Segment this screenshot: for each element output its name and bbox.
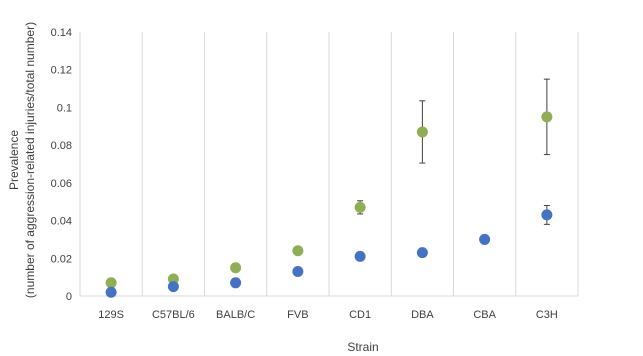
data-point: [167, 281, 179, 293]
x-tick-label: DBA: [411, 309, 434, 321]
x-tick-label: CBA: [473, 309, 496, 321]
x-tick-label: FVB: [287, 309, 308, 321]
y-tick-label: 0: [66, 291, 72, 303]
y-axis-title-line1: Prevalence: [7, 130, 21, 190]
data-point: [354, 250, 366, 262]
y-tick-label: 0.1: [57, 102, 72, 114]
y-axis-title-line2: (number of aggression-related injuries/t…: [23, 22, 37, 298]
y-tick-label: 0.06: [51, 178, 72, 190]
x-tick-label: BALB/C: [216, 309, 255, 321]
data-point: [292, 265, 304, 277]
data-point: [354, 201, 366, 213]
data-point: [292, 245, 304, 257]
x-axis-title: Strain: [347, 340, 378, 354]
y-tick-label: 0.04: [51, 216, 72, 228]
plot-area: [79, 32, 579, 297]
data-point: [105, 277, 117, 289]
data-point: [167, 273, 179, 285]
x-tick-label: C3H: [536, 309, 558, 321]
data-point: [105, 286, 117, 298]
x-tick-label: CD1: [349, 309, 371, 321]
data-point: [541, 209, 553, 221]
data-point: [479, 233, 491, 245]
x-tick-label: C57BL/6: [152, 309, 195, 321]
y-tick-label: 0.08: [51, 140, 72, 152]
y-tick-label: 0.02: [51, 253, 72, 265]
data-point: [541, 111, 553, 123]
y-tick-label: 0.12: [51, 65, 72, 77]
y-tick-label: 0.14: [51, 27, 72, 39]
data-points: [105, 111, 553, 298]
data-point: [230, 277, 242, 289]
x-tick-label: 129S: [98, 309, 124, 321]
data-point: [416, 247, 428, 259]
y-axis-ticks: 0 0.02 0.04 0.06 0.08 0.1 0.12 0.14: [51, 27, 72, 303]
data-point: [230, 262, 242, 274]
x-axis-ticks: 129S C57BL/6 BALB/C FVB CD1 DBA CBA C3H: [98, 309, 558, 321]
data-point: [416, 126, 428, 138]
